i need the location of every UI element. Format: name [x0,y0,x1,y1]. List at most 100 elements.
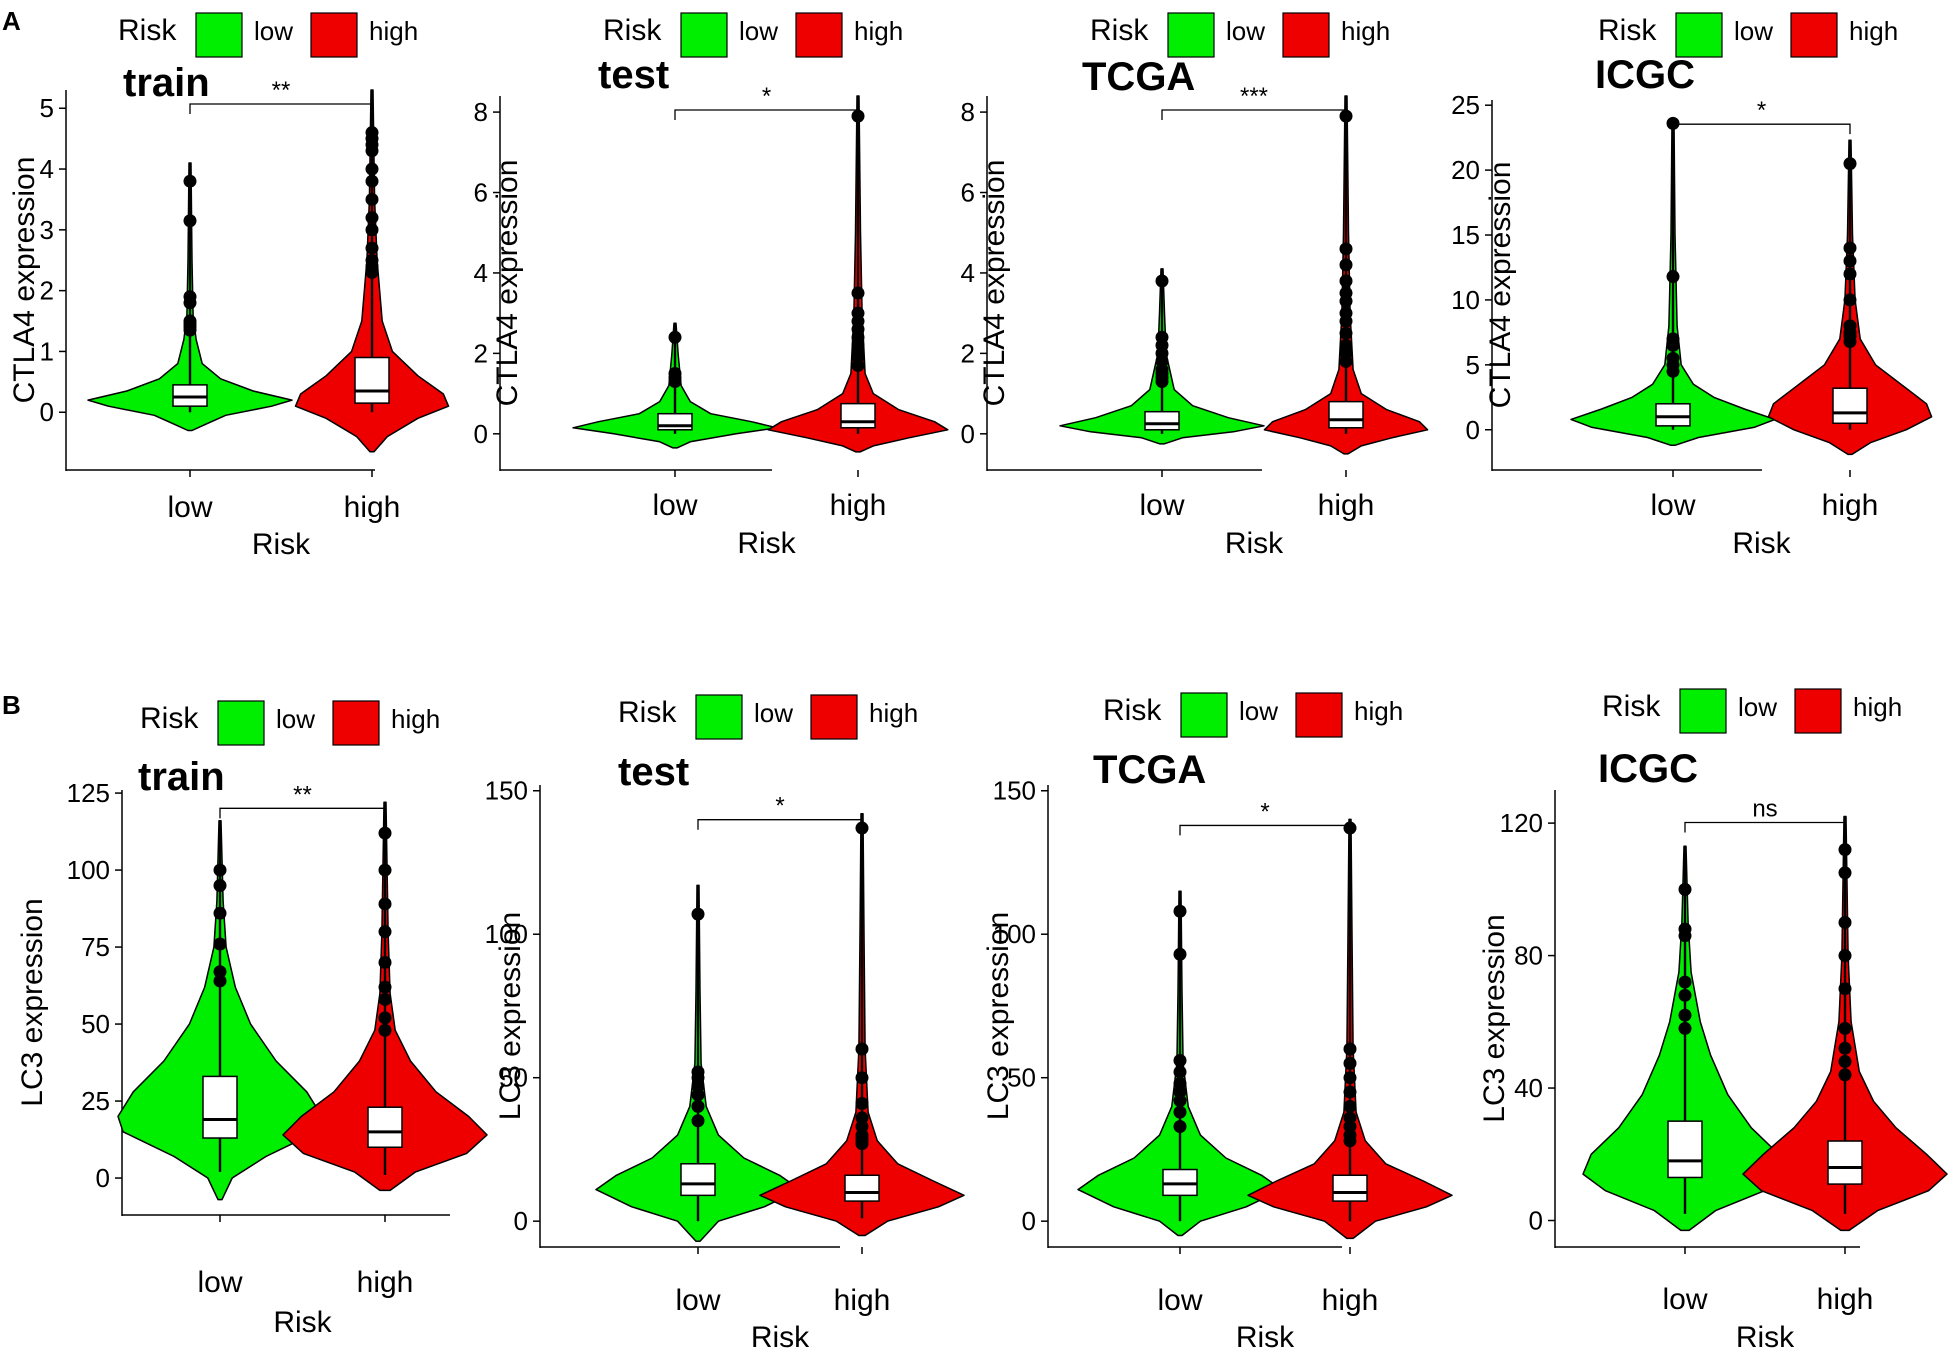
outlier-point-high [855,1111,869,1125]
outlier-point-low [213,937,227,951]
x-tick-label-high: high [830,489,887,522]
y-tick-label: 2 [961,338,975,368]
outlier-point-high [1339,306,1353,320]
y-tick-label: 4 [961,258,975,288]
x-axis-label: Risk [1732,527,1791,560]
y-tick-label: 100 [485,919,528,949]
legend-title: Risk [1602,690,1661,723]
outlier-point-high [1343,1111,1357,1125]
outlier-point-high [378,992,392,1006]
outlier-point-low [668,366,682,380]
y-tick-label: 150 [993,776,1036,806]
panel-letter-b: B [2,690,21,720]
outlier-point-high [1843,241,1857,255]
legend-label-high: high [391,704,440,734]
legend-swatch-high [310,12,358,58]
outlier-point-high [1843,267,1857,281]
box-high [354,356,390,404]
y-tick-label: 0 [514,1206,528,1236]
chart-title: train [138,755,225,799]
y-tick-label: 150 [485,776,528,806]
x-tick-label-high: high [357,1266,414,1299]
outlier-point-high [378,1023,392,1037]
x-tick-label-low: low [1139,489,1184,522]
box-high [367,1106,403,1148]
outlier-point-high [378,897,392,911]
outlier-point-low [1666,332,1680,346]
y-tick-label: 1 [40,336,54,366]
significance-bracket [1161,109,1347,120]
y-tick-label: 50 [499,1063,528,1093]
y-tick-label: 8 [961,97,975,127]
y-tick-label: 0 [474,419,488,449]
y-tick-label: 5 [40,93,54,123]
y-axis-label: LC3 expression [1478,914,1511,1122]
outlier-point-high [1838,1021,1852,1035]
chart-title: ICGC [1595,53,1695,97]
y-axis-label: CTLA4 expression [8,157,41,404]
significance-label: ** [293,781,312,808]
box-low [172,384,208,407]
legend-swatch-low [217,700,265,746]
significance-label: * [762,83,771,110]
outlier-point-high [365,126,379,140]
outlier-point-low [691,907,705,921]
box-high [1832,387,1868,425]
outlier-point-high [1838,843,1852,857]
chart-title: test [618,750,689,794]
outlier-point-high [1838,866,1852,880]
outlier-point-high [1343,1056,1357,1070]
y-axis-label: CTLA4 expression [491,160,524,407]
y-axis-label: LC3 expression [494,912,527,1120]
outlier-point-low [1666,351,1680,365]
y-tick-label: 25 [81,1086,110,1116]
outlier-point-high [1838,915,1852,929]
outlier-point-high [1843,254,1857,268]
y-tick-label: 75 [81,932,110,962]
outlier-point-low [1678,975,1692,989]
legend-label-high: high [1341,16,1390,46]
y-tick-label: 120 [1500,808,1543,838]
legend-swatch-low [1180,692,1228,738]
outlier-point-high [1838,949,1852,963]
violin-chart-a-test: Risk low high test 0 2 4 6 8 low high Risk CTLA4 exp… [474,12,949,560]
legend: Risk low high [603,12,903,58]
legend-label-low: low [1738,692,1777,722]
legend: Risk low high [1602,688,1902,734]
outlier-point-high [1838,1041,1852,1055]
outlier-point-high [1339,338,1353,352]
chart-title: train [123,61,210,105]
x-axis-label: Risk [1236,1321,1295,1354]
y-tick-label: 80 [1514,941,1543,971]
outlier-point-high [1343,1099,1357,1113]
box-high [844,1174,880,1202]
outlier-point-low [1678,1008,1692,1022]
outlier-point-high [1339,242,1353,256]
x-tick-label-high: high [1817,1283,1874,1316]
y-axis-label: CTLA4 expression [978,160,1011,407]
y-tick-label: 6 [961,178,975,208]
violin-chart-a-train: Risk low high train 0 1 2 3 4 5 low high Risk CTLA4 e… [8,12,450,561]
legend-title: Risk [140,702,199,735]
legend-swatch-low [195,12,243,58]
y-tick-label: 2 [40,276,54,306]
x-axis-label: Risk [1736,1321,1795,1354]
outlier-point-low [1678,922,1692,936]
legend-swatch-low [1167,12,1215,58]
legend-label-low: low [1226,16,1265,46]
significance-label: ns [1752,795,1777,822]
y-tick-label: 3 [40,215,54,245]
legend-swatch-high [795,12,843,58]
panel-letter-a: A [2,6,21,36]
legend-title: Risk [603,14,662,47]
y-tick-label: 0 [40,397,54,427]
chart-title: TCGA [1093,748,1206,792]
x-tick-label-high: high [1322,1284,1379,1317]
box-high [1827,1140,1863,1185]
legend-swatch-high [1282,12,1330,58]
outlier-point-low [1173,1053,1187,1067]
legend-swatch-low [1675,12,1723,58]
